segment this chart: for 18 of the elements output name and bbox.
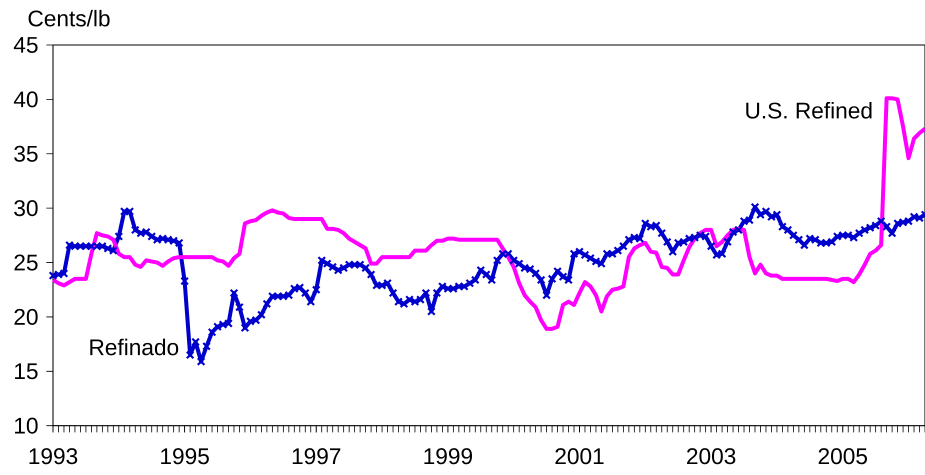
y-tick-label: 35 (14, 146, 38, 162)
y-tick-label: 25 (14, 254, 38, 271)
y-tick-label: 45 (14, 37, 38, 53)
y-tick-label: 40 (14, 91, 38, 108)
y-tick-label: 10 (15, 418, 38, 434)
x-tick-label: 2003 (687, 448, 736, 464)
x-tick-label: 1997 (292, 448, 340, 464)
series-label: U.S. Refined (746, 102, 872, 119)
x-tick-label: 1999 (424, 448, 472, 464)
y-tick-label: 15 (15, 363, 38, 380)
x-tick-label: 1993 (30, 448, 78, 464)
series-label: Refinado (90, 338, 178, 356)
y-tick-label: 20 (14, 308, 38, 325)
y-axis-title: Cents/lb (28, 10, 110, 27)
x-tick-label: 1995 (161, 448, 209, 464)
y-tick-label: 30 (14, 200, 38, 216)
x-tick-label: 2005 (818, 448, 867, 464)
x-tick-label: 2001 (555, 448, 604, 464)
